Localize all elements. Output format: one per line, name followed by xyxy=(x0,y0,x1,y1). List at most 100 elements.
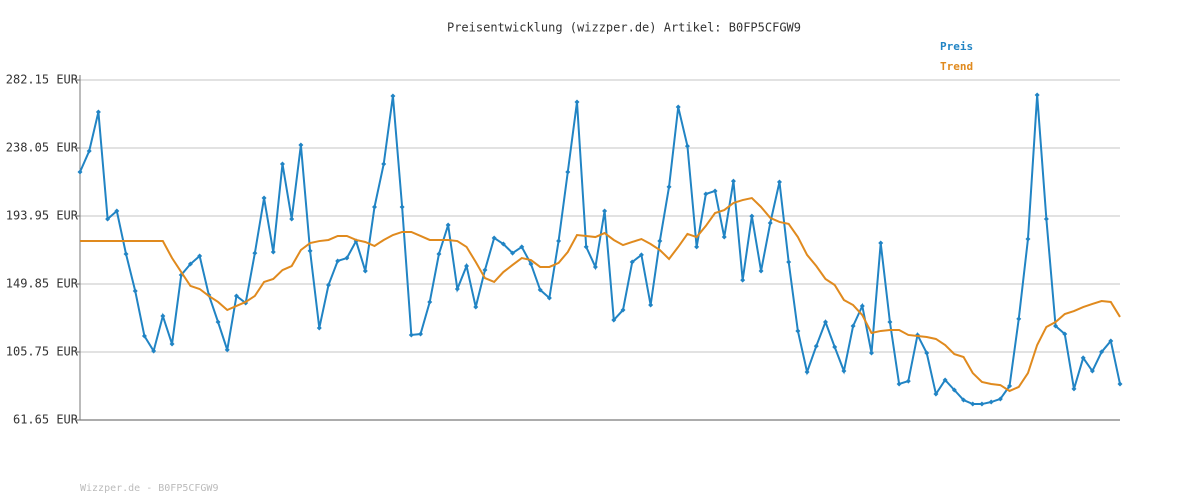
point xyxy=(344,255,350,261)
point xyxy=(1089,368,1095,374)
y-tick-label: 282.15 EUR xyxy=(6,73,79,87)
point xyxy=(758,268,764,274)
point xyxy=(648,302,654,308)
point xyxy=(279,161,285,167)
point xyxy=(592,264,598,270)
point xyxy=(638,252,644,258)
point xyxy=(924,350,930,356)
point xyxy=(473,304,479,310)
point xyxy=(436,251,442,257)
point xyxy=(620,307,626,313)
point xyxy=(215,319,221,325)
point xyxy=(841,368,847,374)
point xyxy=(261,195,267,201)
point xyxy=(519,244,525,250)
footer: Wizzper.de - B0FP5CFGW9 xyxy=(80,483,218,494)
point xyxy=(767,220,773,226)
point xyxy=(151,348,157,354)
point xyxy=(1117,381,1123,387)
point xyxy=(694,244,700,250)
point xyxy=(427,299,433,305)
point xyxy=(804,369,810,375)
point xyxy=(565,169,571,175)
point xyxy=(491,235,497,241)
line xyxy=(80,196,1121,393)
point xyxy=(776,179,782,185)
point xyxy=(795,328,801,334)
point xyxy=(233,293,239,299)
point xyxy=(399,204,405,210)
chart-title: Preisentwicklung (wizzper.de) Artikel: B… xyxy=(447,21,801,35)
point xyxy=(749,213,755,219)
point xyxy=(602,208,608,214)
point xyxy=(418,331,424,337)
point xyxy=(666,184,672,190)
point xyxy=(408,332,414,338)
point xyxy=(896,381,902,387)
point xyxy=(703,191,709,197)
point xyxy=(1007,383,1013,389)
point xyxy=(335,258,341,264)
point xyxy=(997,396,1003,402)
point xyxy=(786,259,792,265)
point xyxy=(289,216,295,222)
point xyxy=(546,295,552,301)
point xyxy=(869,350,875,356)
point xyxy=(1043,216,1049,222)
point xyxy=(721,234,727,240)
point xyxy=(95,109,101,115)
point xyxy=(675,104,681,110)
point xyxy=(114,208,120,214)
point xyxy=(832,344,838,350)
point xyxy=(169,341,175,347)
point xyxy=(730,178,736,184)
legend-label: Preis xyxy=(940,40,973,53)
point xyxy=(298,142,304,148)
line xyxy=(79,94,1121,406)
point xyxy=(132,288,138,294)
point xyxy=(537,287,543,293)
point xyxy=(372,204,378,210)
point xyxy=(464,263,470,269)
point xyxy=(77,169,83,175)
point xyxy=(878,240,884,246)
point xyxy=(712,188,718,194)
point xyxy=(307,248,313,254)
point xyxy=(961,397,967,403)
point xyxy=(740,277,746,283)
point xyxy=(859,303,865,309)
point xyxy=(141,333,147,339)
point xyxy=(86,148,92,154)
y-tick-label: 149.85 EUR xyxy=(6,277,79,291)
point xyxy=(951,387,957,393)
point xyxy=(187,261,193,267)
point xyxy=(979,401,985,407)
point xyxy=(1034,92,1040,98)
point xyxy=(611,317,617,323)
point xyxy=(556,238,562,244)
point xyxy=(105,216,111,222)
point xyxy=(988,399,994,405)
point xyxy=(482,267,488,273)
point xyxy=(942,377,948,383)
point xyxy=(850,323,856,329)
point xyxy=(1071,386,1077,392)
point xyxy=(316,325,322,331)
point xyxy=(1080,355,1086,361)
point xyxy=(970,401,976,407)
point xyxy=(574,99,580,105)
y-tick-label: 193.95 EUR xyxy=(6,209,79,223)
point xyxy=(1053,323,1059,329)
point xyxy=(224,347,230,353)
point xyxy=(528,261,534,267)
point xyxy=(252,250,258,256)
point xyxy=(454,286,460,292)
point xyxy=(905,378,911,384)
point xyxy=(684,143,690,149)
point xyxy=(933,391,939,397)
legend-label: Trend xyxy=(940,60,973,73)
point xyxy=(270,249,276,255)
point xyxy=(160,313,166,319)
